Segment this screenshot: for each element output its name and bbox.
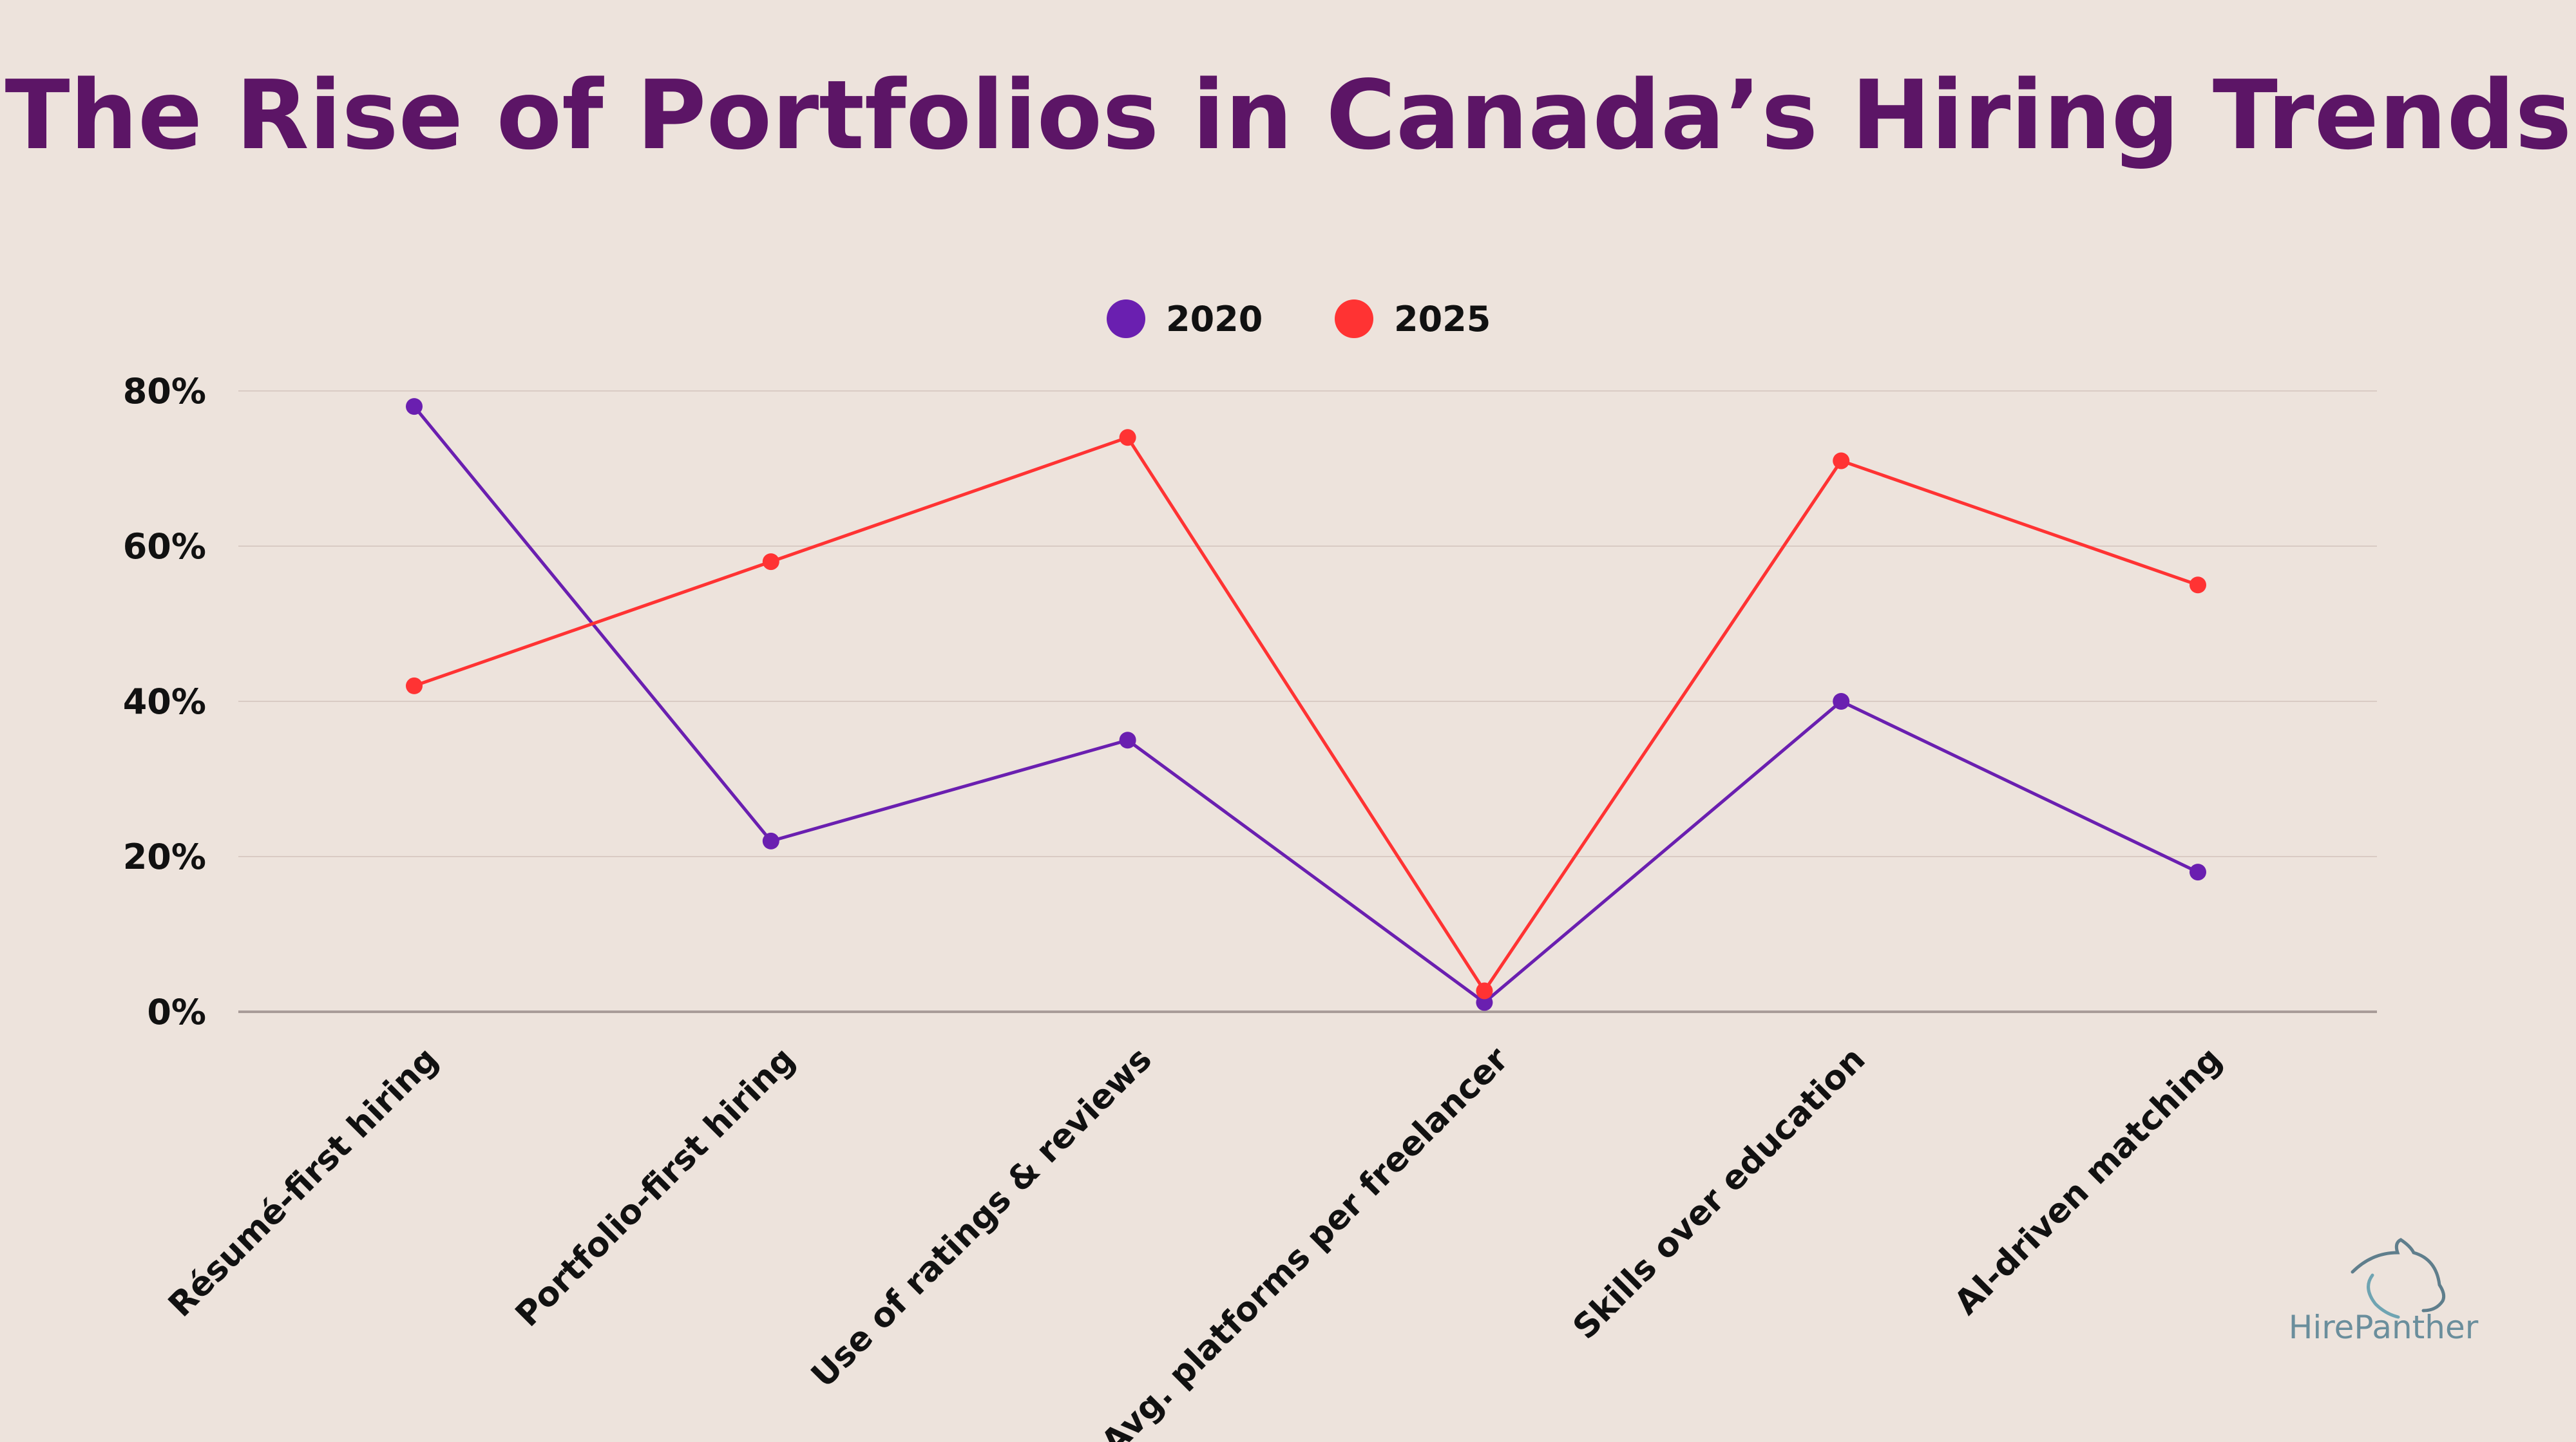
panther-head-icon <box>2351 1238 2446 1319</box>
hirepanther-logo: HirePanther <box>2289 1238 2479 1346</box>
legend-label-2020: 2020 <box>1166 299 1263 339</box>
logo-text: HirePanther <box>2289 1309 2479 1346</box>
legend-label-2025: 2025 <box>1394 299 1491 339</box>
x-category-label: Portfolio-first hiring <box>508 1040 803 1334</box>
x-category-label: AI-driven matching <box>1947 1040 2230 1323</box>
x-category-label: Résumé-first hiring <box>161 1040 446 1325</box>
legend-marker-2020 <box>1107 299 1145 338</box>
data-point-2020[interactable] <box>1833 693 1850 710</box>
data-point-2020[interactable] <box>2190 864 2206 881</box>
series-line-2020 <box>413 405 2199 1005</box>
x-category-label: Use of ratings & reviews <box>804 1040 1159 1396</box>
series-line-2025 <box>414 435 2199 994</box>
x-category-label: Skills over education <box>1566 1040 1873 1347</box>
y-tick-label: 60% <box>123 526 206 567</box>
y-tick-label: 40% <box>123 681 206 722</box>
legend-marker-2025 <box>1335 299 1373 338</box>
chart-title: The Rise of Portfolios in Canada’s Hirin… <box>5 60 2572 171</box>
data-point-2025[interactable] <box>1833 452 1850 470</box>
data-point-2025[interactable] <box>762 553 779 571</box>
data-point-2025[interactable] <box>1476 982 1493 1000</box>
y-tick-label: 80% <box>123 371 206 412</box>
data-point-2025[interactable] <box>2190 576 2206 594</box>
data-point-2020[interactable] <box>1119 732 1136 749</box>
y-tick-label: 0% <box>147 992 206 1032</box>
data-point-2020[interactable] <box>406 398 423 415</box>
data-point-2025[interactable] <box>1119 429 1136 446</box>
y-tick-label: 20% <box>123 837 206 877</box>
data-point-2025[interactable] <box>406 677 423 694</box>
x-category-label: Avg. platforms per freelancer <box>1094 1040 1516 1442</box>
data-point-2020[interactable] <box>1476 994 1493 1011</box>
data-point-2020[interactable] <box>762 832 779 849</box>
